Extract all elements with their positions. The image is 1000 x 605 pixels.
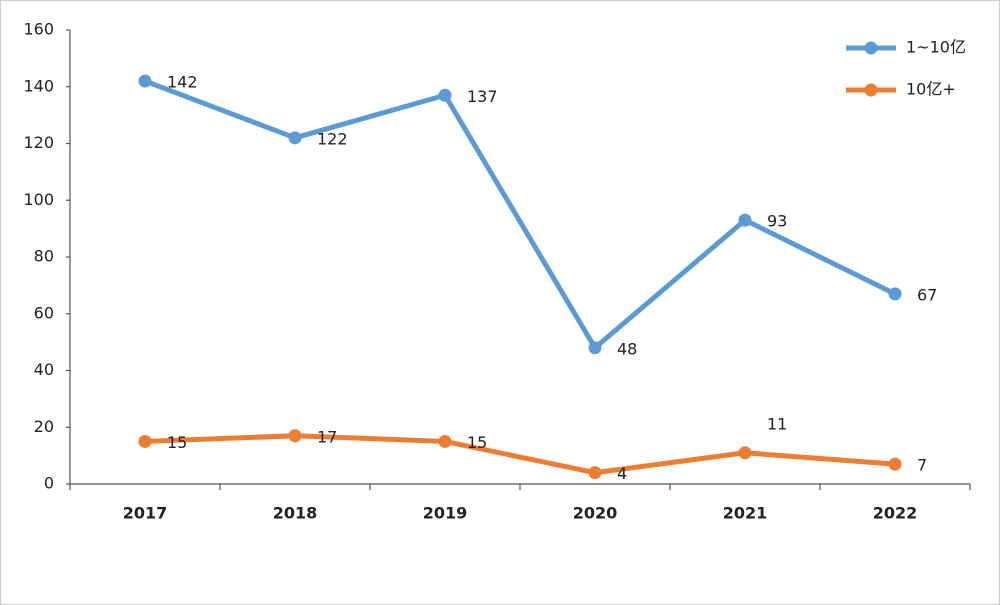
y-tick-label: 0 (44, 474, 54, 493)
point (738, 446, 752, 460)
y-tick-label: 20 (34, 417, 54, 436)
value-label: 17 (317, 427, 337, 446)
point (288, 131, 302, 145)
value-label: 15 (467, 433, 487, 452)
series-line (144, 78, 897, 351)
y-tick-label: 100 (23, 190, 54, 209)
y-tick-label: 60 (34, 303, 54, 322)
value-label: 48 (617, 339, 637, 358)
value-label: 93 (767, 212, 787, 231)
y-tick-label: 40 (34, 360, 54, 379)
x-tick-label: 2020 (573, 504, 618, 523)
value-label: 137 (467, 87, 498, 106)
point (738, 213, 752, 227)
value-label: 4 (617, 464, 627, 483)
point (438, 434, 452, 448)
value-label: 15 (167, 433, 187, 452)
x-tick-label: 2021 (723, 504, 768, 523)
legend-label: 10亿+ (906, 80, 956, 99)
value-label: 11 (767, 414, 787, 433)
value-label: 142 (167, 73, 198, 92)
legend-marker (864, 83, 878, 97)
value-label: 67 (917, 285, 937, 304)
x-tick-label: 2019 (423, 504, 468, 523)
y-tick-label: 120 (23, 133, 54, 152)
y-tick-label: 160 (23, 20, 54, 39)
point (438, 88, 452, 102)
x-tick-label: 2022 (873, 504, 918, 523)
y-tick-label: 80 (34, 247, 54, 266)
point (588, 341, 602, 355)
x-tick-label: 2018 (273, 504, 318, 523)
point (888, 457, 902, 471)
point (138, 434, 152, 448)
point (888, 287, 902, 301)
series-line (144, 433, 896, 476)
x-tick-label: 2017 (123, 504, 168, 523)
point (588, 466, 602, 480)
legend-label: 1~10亿 (906, 38, 966, 57)
point (288, 429, 302, 443)
value-label: 7 (917, 456, 927, 475)
value-label: 122 (317, 129, 348, 148)
point (138, 74, 152, 88)
y-tick-label: 140 (23, 76, 54, 95)
legend-marker (864, 41, 878, 55)
